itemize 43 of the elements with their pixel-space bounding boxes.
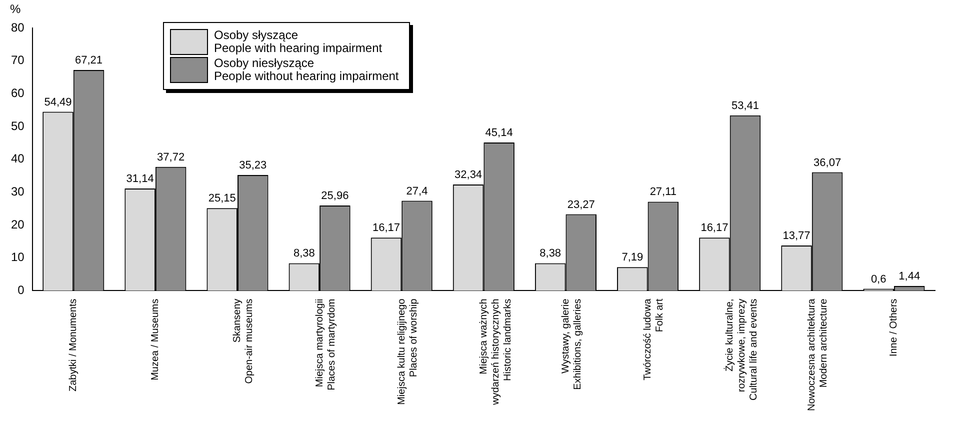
- data-label: 8,38: [293, 248, 315, 260]
- data-label: 13,77: [782, 230, 810, 242]
- y-tick-label: 80: [10, 20, 25, 34]
- data-label: 35,23: [239, 160, 267, 172]
- data-label: 36,07: [814, 156, 842, 169]
- y-tick-label: 20: [10, 217, 25, 232]
- data-label: 16,17: [700, 222, 728, 234]
- x-tick-label: Zabytki / Monuments: [68, 298, 80, 392]
- x-tick-label: Miejsca kultu religijnego Places of worship: [396, 298, 420, 405]
- y-tick-label: 40: [10, 152, 25, 166]
- data-label: 7,19: [622, 252, 644, 264]
- x-tick-label: Twórczość ludowa Folk art: [642, 298, 666, 380]
- y-tick-label: 60: [10, 86, 25, 100]
- y-tick-label: 70: [10, 53, 25, 68]
- x-tick-label: Miejsca martyrologii Places of martyrdom: [314, 298, 338, 390]
- y-tick-label: 50: [10, 118, 25, 133]
- legend-label: Osoby słyszące People with hearing impairment: [214, 28, 382, 55]
- data-label: 1,44: [898, 270, 920, 283]
- legend-label: Osoby niesłyszące People without hearing impairment: [214, 56, 399, 83]
- data-label: 45,14: [485, 127, 513, 140]
- data-label: 8,38: [540, 248, 562, 260]
- y-axis-title: %: [10, 2, 21, 16]
- data-label: 27,4: [406, 185, 428, 198]
- data-label: 32,34: [454, 169, 482, 182]
- x-tick-label: Muzea / Museums: [150, 298, 162, 380]
- y-tick-label: 10: [10, 250, 25, 264]
- data-label: 54,49: [44, 96, 72, 108]
- data-label: 31,14: [126, 172, 154, 185]
- data-label: 53,41: [731, 100, 760, 112]
- x-tick-label: Inne / Others: [888, 298, 900, 357]
- x-tick-label: Miejsca ważnych wydarzeń historycznych Historic landmarks: [478, 298, 514, 406]
- data-label: 27,11: [650, 186, 677, 198]
- y-tick-label: 0: [18, 283, 25, 298]
- data-label: 37,72: [157, 151, 185, 164]
- data-label: 0,6: [870, 273, 886, 286]
- data-label: 16,17: [372, 222, 400, 234]
- data-label: 67,21: [75, 54, 103, 67]
- x-tick-label: Życie kulturalne, rozrywkowe, imprezy Cultural life and events: [724, 298, 760, 400]
- data-label: 23,27: [567, 198, 595, 211]
- y-tick-label: 30: [10, 184, 25, 199]
- data-label: 25,96: [321, 190, 349, 202]
- data-label: 25,15: [208, 192, 236, 205]
- x-tick-label: Skanseny Open-air museums: [232, 298, 256, 384]
